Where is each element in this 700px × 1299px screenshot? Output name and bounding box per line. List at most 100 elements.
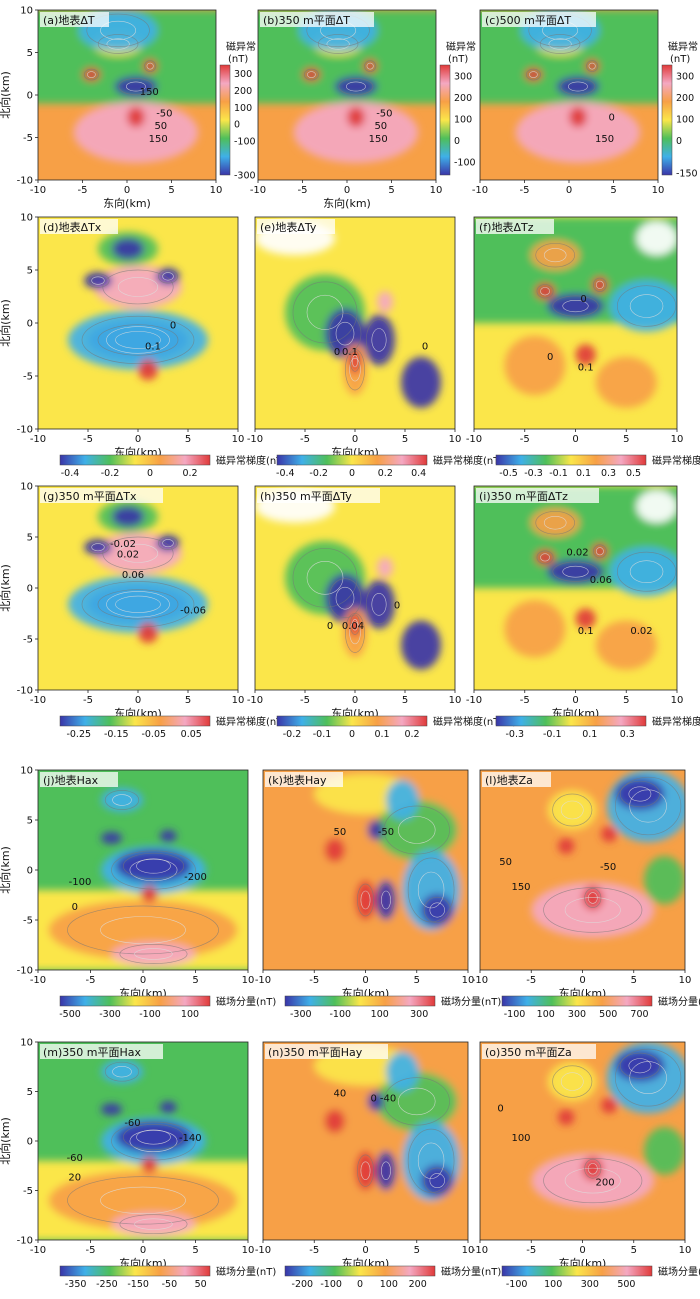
panel-g: (g)350 m平面ΔTx -0.020.02 0.06 -0.06 -10 -5 0 5 10… xyxy=(0,482,299,741)
contour-label: 0.02 xyxy=(566,547,588,558)
y-axis-label: 北向(km) xyxy=(0,564,12,612)
x-tick-label: 10 xyxy=(449,434,462,445)
contour-label: 0 xyxy=(547,352,553,363)
x-tick-label: 0 xyxy=(362,975,368,986)
y-tick-label: 10 xyxy=(20,1038,33,1049)
colorbar-title: 磁异常 xyxy=(446,40,476,53)
x-axis-label: 东向(km) xyxy=(103,196,151,210)
y-tick-label: 5 xyxy=(27,816,33,827)
x-tick-label: 5 xyxy=(192,1245,198,1256)
contour-label: -50 xyxy=(600,862,616,873)
x-tick-label: -5 xyxy=(520,434,530,445)
colorbar-tick-label: -0.1 xyxy=(549,468,568,479)
colorbar-title: 磁异常梯度(nT/m) xyxy=(433,715,516,728)
x-tick-label: -10 xyxy=(30,975,46,986)
heatmap-n xyxy=(263,1042,468,1240)
colorbar-tick-label: 100 xyxy=(181,1009,199,1020)
x-tick-label: 10 xyxy=(430,185,443,196)
y-tick-label: -5 xyxy=(23,1186,33,1197)
x-tick-label: 5 xyxy=(631,1245,637,1256)
contour-label: -60 xyxy=(67,1153,83,1164)
x-tick-label: -5 xyxy=(83,695,93,706)
panel-o: (o)350 m平面Za0100200-10-50510东向(km)磁场分量(n… xyxy=(472,1041,700,1290)
panel-title: (k)地表Hay xyxy=(268,773,327,787)
colorbar-tick-label: -300 xyxy=(99,1009,121,1020)
contour-label: 0 xyxy=(327,621,333,632)
colorbar-tick-label: -100 xyxy=(329,1009,351,1020)
colorbar xyxy=(59,1265,211,1277)
x-tick-label: -5 xyxy=(86,975,96,986)
colorbar xyxy=(284,1265,436,1277)
colorbar-title: 磁异常梯度(nT/m) xyxy=(652,454,700,467)
x-tick-label: 0 xyxy=(572,434,578,445)
x-tick-label: -5 xyxy=(300,695,310,706)
panel-title: (e)地表ΔTy xyxy=(260,220,317,234)
colorbar-tick-label: 200 xyxy=(409,1279,427,1290)
y-tick-label: -10 xyxy=(17,686,33,697)
colorbar-tick-label: 0.05 xyxy=(181,729,202,740)
colorbar-tick-label: 300 xyxy=(581,1279,599,1290)
x-tick-label: 5 xyxy=(168,185,174,196)
colorbar-tick-label: 500 xyxy=(617,1279,635,1290)
colorbar xyxy=(276,715,428,727)
colorbar-tick-label: -300 xyxy=(290,1009,312,1020)
colorbar-tick-label: -0.1 xyxy=(543,729,562,740)
y-tick-label: 5 xyxy=(27,48,33,59)
contour-label: 50 xyxy=(374,121,387,132)
colorbar-tick-label: 0.3 xyxy=(601,468,616,479)
colorbar-title: 磁异常梯度(nT/m) xyxy=(433,454,516,467)
x-tick-label: 5 xyxy=(623,434,629,445)
colorbar-tick-label: -100 xyxy=(320,1279,342,1290)
y-tick-label: 0 xyxy=(27,866,33,877)
x-tick-label: 10 xyxy=(671,434,684,445)
x-tick-label: -10 xyxy=(255,1245,271,1256)
colorbar-tick-label: 0 xyxy=(454,136,460,147)
x-tick-label: 0 xyxy=(344,185,350,196)
colorbar-tick-label: -150 xyxy=(127,1279,149,1290)
heatmap-m xyxy=(38,1042,248,1240)
panel-c: (c)500 m平面ΔT 0 150 -10 -5 0 5 10 磁异常(nT) 300 200 10… xyxy=(472,9,698,196)
colorbar-tick-label: 0.2 xyxy=(378,468,393,479)
y-tick-label: -5 xyxy=(23,635,33,646)
contour-label: 0 xyxy=(72,902,78,913)
x-tick-label: -5 xyxy=(86,1245,96,1256)
x-tick-label: 5 xyxy=(414,1245,420,1256)
contour-label: -200 xyxy=(184,872,207,883)
x-tick-label: 5 xyxy=(388,185,394,196)
x-tick-label: -10 xyxy=(466,695,482,706)
colorbar-title: 磁异常梯度(nT/m) xyxy=(652,715,700,728)
panel-title: (n)350 m平面Hay xyxy=(268,1046,363,1059)
contour-label: 0 xyxy=(422,342,428,353)
y-tick-label: 0 xyxy=(27,1137,33,1148)
y-tick-label: -10 xyxy=(17,176,33,187)
colorbar-tick-label: -0.2 xyxy=(309,468,328,479)
heatmap-l xyxy=(480,770,685,970)
y-tick-label: 10 xyxy=(20,482,33,493)
colorbar-tick-label: -0.3 xyxy=(505,729,524,740)
contour-label: 40 xyxy=(334,1088,347,1099)
colorbar-title: 磁场分量(nT) xyxy=(216,995,276,1008)
colorbar-tick-label: -0.3 xyxy=(524,468,543,479)
x-tick-label: -5 xyxy=(520,185,530,196)
colorbar-tick-label: -350 xyxy=(65,1279,87,1290)
colorbar-tick-label: 100 xyxy=(676,114,694,125)
x-tick-label: 0 xyxy=(579,1245,585,1256)
x-tick-label: 10 xyxy=(210,185,223,196)
colorbar-tick-label: 0 xyxy=(357,1279,363,1290)
x-tick-label: 5 xyxy=(185,695,191,706)
colorbar-tick-label: 100 xyxy=(537,1009,555,1020)
x-tick-label: -5 xyxy=(309,975,319,986)
x-tick-label: -10 xyxy=(255,975,271,986)
colorbar-tick-label: -200 xyxy=(292,1279,314,1290)
contour-label: 0 xyxy=(497,1103,503,1114)
colorbar-tick-label: -0.15 xyxy=(104,729,129,740)
panel-title: (o)350 m平面Za xyxy=(485,1046,572,1059)
x-tick-label: -10 xyxy=(30,695,46,706)
colorbar-unit: (nT) xyxy=(228,54,248,65)
contour-label: 150 xyxy=(369,134,388,145)
x-tick-label: 5 xyxy=(623,695,629,706)
colorbar-tick-label: -0.5 xyxy=(499,468,518,479)
